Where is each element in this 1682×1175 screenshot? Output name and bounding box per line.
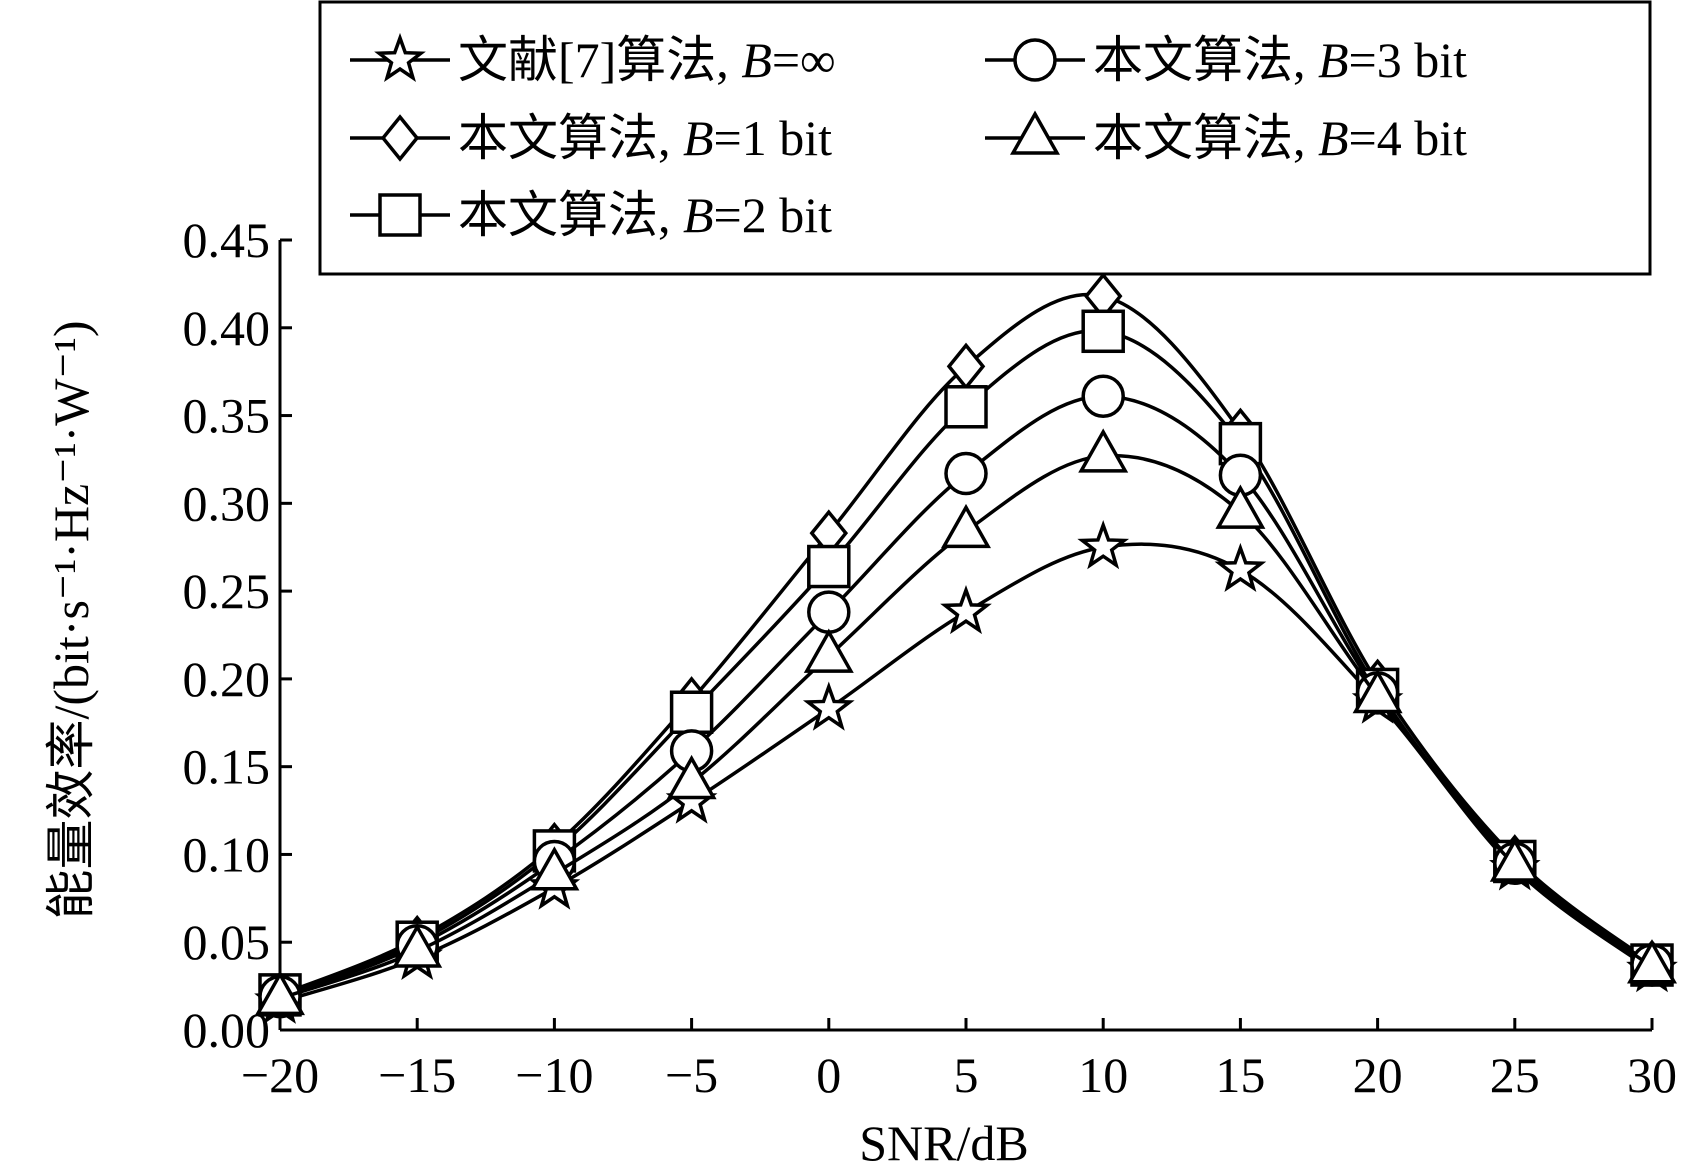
legend-marker-circle [1013,38,1057,82]
legend-label-variable: B [1318,32,1349,88]
data-point-square [807,544,851,589]
series-circle [258,374,1674,1019]
x-tick-label: 15 [1215,1047,1265,1103]
legend-label-prefix: 本文算法, [458,187,683,243]
x-tick-label: −5 [665,1047,718,1103]
x-tick-label: 0 [816,1047,841,1103]
legend-label-suffix: =3 bit [1349,32,1468,88]
data-point-triangle [666,754,717,800]
x-axis-title: SNR/dB [859,1115,1029,1171]
data-point-circle [944,451,988,496]
data-point-star [1077,520,1130,570]
data-point-square [944,385,988,429]
y-tick-label: 0.05 [183,914,271,970]
x-tick-label: 20 [1353,1047,1403,1103]
data-point-square [669,690,714,734]
legend-marker-square [378,193,422,237]
series-triangle [255,428,1677,1016]
y-tick-label: 0.30 [183,475,271,531]
legend-label-variable: B [741,32,772,88]
data-point-triangle [1078,428,1129,473]
y-tick-label: 0.35 [183,388,271,444]
legend-label-suffix: =4 bit [1349,110,1468,166]
legend-label: 本文算法, B=2 bit [458,187,832,243]
data-point-diamond [946,342,986,391]
y-tick-label: 0.45 [183,212,271,268]
series-star [254,520,1678,1024]
legend-marker-diamond [380,114,420,162]
legend-item-triangle: 本文算法, B=4 bit [985,110,1467,166]
data-point-circle [807,590,851,634]
y-tick-label: 0.00 [183,1002,271,1058]
series-line-square [279,328,1654,997]
data-point-triangle [1352,668,1403,714]
data-point-star [940,585,992,635]
data-point-triangle [1489,837,1540,882]
y-tick-label: 0.25 [183,563,271,619]
legend-label: 本文算法, B=3 bit [1093,32,1467,88]
x-tick-label: 30 [1627,1047,1677,1103]
data-point-triangle [529,846,580,891]
legend-label-suffix: =2 bit [714,187,833,243]
x-tick-label: −15 [378,1047,456,1103]
data-point-star [1214,542,1267,593]
legend-label-variable: B [1318,110,1349,166]
legend-label-prefix: 文献[7]算法, [458,32,741,88]
y-axis-title: 能量效率/(bit·s⁻¹·Hz⁻¹·W⁻¹) [43,320,99,919]
x-tick-label: 10 [1078,1047,1128,1103]
x-tick-label: 25 [1490,1047,1540,1103]
legend-item-circle: 本文算法, B=3 bit [985,32,1467,88]
legend-label-suffix: =∞ [772,32,836,88]
legend-label-prefix: 本文算法, [458,110,683,166]
y-tick-label: 0.15 [183,739,271,795]
y-tick-label: 0.40 [183,300,271,356]
y-tick-label: 0.20 [183,651,271,707]
x-tick-label: −20 [241,1047,319,1103]
legend-marker-triangle [1010,110,1060,155]
legend-label-prefix: 本文算法, [1093,110,1318,166]
data-point-circle [1081,374,1125,418]
data-point-triangle [941,503,991,549]
data-point-square [1081,309,1125,354]
data-point-triangle [255,970,305,1016]
data-point-triangle [1627,939,1677,984]
legend-label-suffix: =1 bit [714,110,833,166]
legend-label: 文献[7]算法, B=∞ [458,32,836,88]
legend-marker-star [374,32,426,82]
legend-item-diamond: 本文算法, B=1 bit [350,110,832,166]
legend-label-variable: B [683,187,714,243]
x-tick-label: −10 [515,1047,593,1103]
x-tick-label: 5 [954,1047,979,1103]
legend-label: 本文算法, B=1 bit [458,110,832,166]
legend-label-prefix: 本文算法, [1093,32,1318,88]
data-point-star [802,681,855,731]
series-square [258,309,1674,1017]
data-point-triangle [392,923,443,968]
legend-label-variable: B [683,110,714,166]
data-point-triangle [1215,484,1266,529]
legend-item-star: 文献[7]算法, B=∞ [350,32,836,88]
y-tick-label: 0.10 [183,826,271,882]
legend-label: 本文算法, B=4 bit [1093,110,1467,166]
legend-item-square: 本文算法, B=2 bit [350,187,832,243]
data-point-triangle [803,628,854,673]
